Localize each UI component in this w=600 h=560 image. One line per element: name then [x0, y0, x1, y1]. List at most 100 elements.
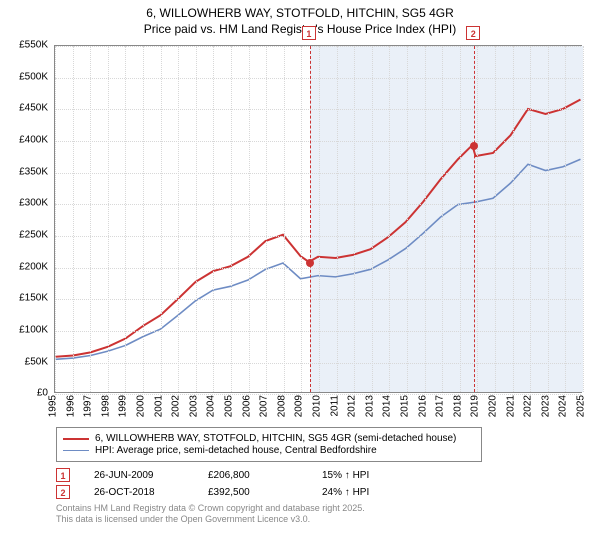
y-tick-label: £150K [19, 293, 48, 304]
gridline-h [55, 268, 581, 269]
event-date: 26-OCT-2018 [94, 487, 184, 498]
footnote: Contains HM Land Registry data © Crown c… [56, 503, 592, 526]
x-tick-label: 2017 [435, 395, 446, 417]
title-line-1: 6, WILLOWHERB WAY, STOTFOLD, HITCHIN, SG… [8, 6, 592, 22]
gridline-h [55, 109, 581, 110]
x-tick-label: 2007 [259, 395, 270, 417]
x-tick-label: 2005 [223, 395, 234, 417]
x-tick-label: 2011 [329, 395, 340, 417]
x-tick-label: 2022 [523, 395, 534, 417]
footnote-line-1: Contains HM Land Registry data © Crown c… [56, 503, 592, 514]
gridline-v [284, 46, 285, 392]
chart-area: £0£50K£100K£150K£200K£250K£300K£350K£400… [8, 41, 592, 421]
event-dot [470, 142, 478, 150]
x-tick-label: 2024 [558, 395, 569, 417]
gridline-h [55, 299, 581, 300]
legend-item: HPI: Average price, semi-detached house,… [63, 445, 475, 456]
series-line-hpi [56, 159, 581, 359]
x-tick-label: 2018 [452, 395, 463, 417]
legend-label: HPI: Average price, semi-detached house,… [95, 445, 377, 456]
plot-region: 12 [54, 45, 582, 393]
gridline-h [55, 141, 581, 142]
gridline-v [337, 46, 338, 392]
gridline-v [231, 46, 232, 392]
gridline-v [495, 46, 496, 392]
x-tick-label: 2025 [575, 395, 586, 417]
event-table-marker: 2 [56, 485, 70, 499]
gridline-h [55, 78, 581, 79]
x-tick-label: 2010 [311, 395, 322, 417]
x-tick-label: 2015 [399, 395, 410, 417]
y-tick-label: £300K [19, 198, 48, 209]
event-price: £392,500 [208, 487, 298, 498]
x-tick-label: 2020 [487, 395, 498, 417]
gridline-v [530, 46, 531, 392]
gridline-v [249, 46, 250, 392]
x-tick-label: 1995 [47, 395, 58, 417]
legend-label: 6, WILLOWHERB WAY, STOTFOLD, HITCHIN, SG… [95, 433, 456, 444]
gridline-v [354, 46, 355, 392]
gridline-v [319, 46, 320, 392]
gridline-v [477, 46, 478, 392]
x-tick-label: 2002 [171, 395, 182, 417]
gridline-v [108, 46, 109, 392]
x-tick-label: 2003 [188, 395, 199, 417]
x-tick-label: 2004 [206, 395, 217, 417]
gridline-v [213, 46, 214, 392]
x-tick-label: 2014 [382, 395, 393, 417]
gridline-v [513, 46, 514, 392]
x-axis-labels: 1995199619971998199920002001200220032004… [54, 393, 582, 421]
y-tick-label: £100K [19, 324, 48, 335]
y-tick-label: £350K [19, 166, 48, 177]
x-tick-label: 1999 [118, 395, 129, 417]
x-tick-label: 2006 [241, 395, 252, 417]
event-price: £206,800 [208, 470, 298, 481]
event-delta: 24% ↑ HPI [322, 487, 412, 498]
event-table-row: 2 26-OCT-2018 £392,500 24% ↑ HPI [56, 485, 592, 499]
y-tick-label: £250K [19, 230, 48, 241]
gridline-v [90, 46, 91, 392]
event-line [310, 46, 311, 392]
gridline-v [548, 46, 549, 392]
gridline-v [73, 46, 74, 392]
event-line [474, 46, 475, 392]
x-tick-label: 2023 [540, 395, 551, 417]
gridline-v [372, 46, 373, 392]
x-tick-label: 2009 [294, 395, 305, 417]
event-date: 26-JUN-2009 [94, 470, 184, 481]
y-axis-labels: £0£50K£100K£150K£200K£250K£300K£350K£400… [8, 41, 52, 421]
gridline-h [55, 331, 581, 332]
chart-title: 6, WILLOWHERB WAY, STOTFOLD, HITCHIN, SG… [8, 6, 592, 37]
gridline-v [55, 46, 56, 392]
gridline-v [407, 46, 408, 392]
gridline-v [125, 46, 126, 392]
gridline-h [55, 204, 581, 205]
gridline-v [442, 46, 443, 392]
y-tick-label: £400K [19, 135, 48, 146]
event-table: 126-JUN-2009£206,80015% ↑ HPI226-OCT-201… [56, 468, 592, 499]
footnote-line-2: This data is licensed under the Open Gov… [56, 514, 592, 525]
x-tick-label: 2001 [153, 395, 164, 417]
event-table-marker: 1 [56, 468, 70, 482]
y-tick-label: £0 [37, 388, 48, 399]
x-tick-label: 2016 [417, 395, 428, 417]
y-tick-label: £200K [19, 261, 48, 272]
y-tick-label: £550K [19, 40, 48, 51]
gridline-h [55, 236, 581, 237]
line-layer [55, 46, 581, 392]
gridline-v [301, 46, 302, 392]
gridline-v [143, 46, 144, 392]
event-marker: 2 [466, 26, 480, 40]
title-line-2: Price paid vs. HM Land Registry's House … [8, 22, 592, 38]
legend-swatch [63, 450, 89, 451]
y-tick-label: £450K [19, 103, 48, 114]
x-tick-label: 2019 [470, 395, 481, 417]
gridline-h [55, 46, 581, 47]
gridline-h [55, 173, 581, 174]
gridline-v [389, 46, 390, 392]
gridline-h [55, 363, 581, 364]
gridline-v [178, 46, 179, 392]
gridline-v [460, 46, 461, 392]
legend: 6, WILLOWHERB WAY, STOTFOLD, HITCHIN, SG… [56, 427, 482, 462]
gridline-v [196, 46, 197, 392]
